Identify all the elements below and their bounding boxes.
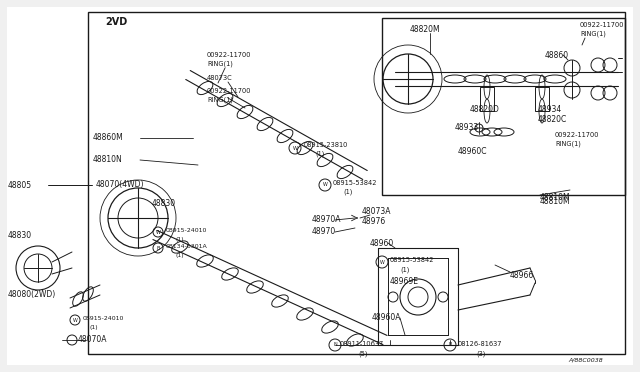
Text: 48966: 48966 bbox=[510, 270, 534, 279]
Text: (1): (1) bbox=[343, 189, 353, 195]
Text: 48830: 48830 bbox=[8, 231, 32, 240]
Text: 08911-10637: 08911-10637 bbox=[340, 341, 384, 347]
Text: 48820D: 48820D bbox=[470, 106, 500, 115]
Text: 48960C: 48960C bbox=[458, 148, 488, 157]
Text: 08134-0301A: 08134-0301A bbox=[166, 244, 208, 248]
Text: 08915-53842: 08915-53842 bbox=[333, 180, 378, 186]
Text: 48810M: 48810M bbox=[540, 198, 571, 206]
Text: RING(1): RING(1) bbox=[580, 31, 606, 37]
Text: W: W bbox=[380, 260, 385, 264]
Text: (1): (1) bbox=[90, 326, 99, 330]
Text: 48860M: 48860M bbox=[93, 134, 124, 142]
Text: 2VD: 2VD bbox=[105, 17, 127, 27]
Text: 48070A: 48070A bbox=[78, 336, 108, 344]
Text: RING(1): RING(1) bbox=[207, 97, 233, 103]
Text: 08126-81637: 08126-81637 bbox=[458, 341, 502, 347]
Text: (3): (3) bbox=[476, 351, 485, 357]
Bar bbox=[382, 18, 625, 195]
Text: 08915-53842: 08915-53842 bbox=[390, 257, 435, 263]
Text: W: W bbox=[323, 183, 328, 187]
Text: 48810N: 48810N bbox=[93, 155, 123, 164]
Text: 00922-11700: 00922-11700 bbox=[555, 132, 600, 138]
Text: 00922-11700: 00922-11700 bbox=[207, 88, 252, 94]
Text: B: B bbox=[448, 343, 452, 347]
Text: 48805: 48805 bbox=[8, 180, 32, 189]
Text: 48070(4WD): 48070(4WD) bbox=[96, 180, 145, 189]
Text: (1): (1) bbox=[315, 151, 324, 157]
Text: RING(1): RING(1) bbox=[207, 61, 233, 67]
Text: 48820C: 48820C bbox=[538, 115, 567, 125]
Bar bbox=[480, 87, 494, 111]
Text: A/88C0038: A/88C0038 bbox=[568, 357, 603, 362]
Text: 00922-11700: 00922-11700 bbox=[580, 22, 625, 28]
Text: 48969E: 48969E bbox=[390, 278, 419, 286]
Text: B: B bbox=[156, 246, 160, 250]
Bar bbox=[88, 12, 625, 354]
Text: 48960: 48960 bbox=[370, 238, 394, 247]
Text: 00922-11700: 00922-11700 bbox=[207, 52, 252, 58]
Text: N: N bbox=[333, 343, 337, 347]
Text: 48830: 48830 bbox=[152, 199, 176, 208]
Bar bbox=[535, 87, 549, 111]
Text: 48820M: 48820M bbox=[410, 26, 440, 35]
Text: 48933: 48933 bbox=[455, 124, 479, 132]
Text: 48960A: 48960A bbox=[372, 314, 401, 323]
Text: 08915-23810: 08915-23810 bbox=[304, 142, 348, 148]
Text: 48073C: 48073C bbox=[207, 75, 233, 81]
Text: 48970A: 48970A bbox=[312, 215, 342, 224]
Text: RING(1): RING(1) bbox=[555, 141, 581, 147]
Text: W: W bbox=[72, 317, 77, 323]
Text: W: W bbox=[292, 145, 298, 151]
Text: 48073A: 48073A bbox=[362, 208, 392, 217]
Text: 48080(2WD): 48080(2WD) bbox=[8, 291, 56, 299]
Text: (1): (1) bbox=[400, 267, 410, 273]
Text: (1): (1) bbox=[175, 253, 184, 259]
Text: 48810M: 48810M bbox=[540, 192, 571, 202]
Text: (1): (1) bbox=[175, 237, 184, 243]
Text: (5): (5) bbox=[358, 351, 367, 357]
Text: 48934: 48934 bbox=[538, 106, 563, 115]
Text: 48970: 48970 bbox=[312, 228, 336, 237]
Text: 08915-24010: 08915-24010 bbox=[166, 228, 207, 232]
Text: 08915-24010: 08915-24010 bbox=[83, 315, 124, 321]
Text: 48860: 48860 bbox=[545, 51, 569, 60]
Text: 48976: 48976 bbox=[362, 218, 387, 227]
Text: W: W bbox=[156, 230, 161, 234]
